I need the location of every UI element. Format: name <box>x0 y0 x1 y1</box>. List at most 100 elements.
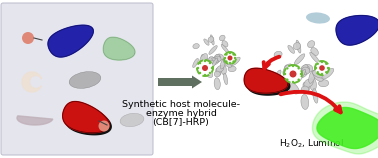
Circle shape <box>321 73 323 75</box>
Ellipse shape <box>301 67 309 78</box>
Circle shape <box>229 52 231 54</box>
Ellipse shape <box>320 63 325 69</box>
Ellipse shape <box>302 64 313 73</box>
Ellipse shape <box>309 70 316 83</box>
Polygon shape <box>17 116 53 125</box>
Polygon shape <box>65 103 111 135</box>
Ellipse shape <box>319 80 329 87</box>
Circle shape <box>325 71 327 73</box>
Ellipse shape <box>312 71 324 78</box>
Circle shape <box>300 73 302 75</box>
Ellipse shape <box>193 44 199 49</box>
Ellipse shape <box>222 41 228 47</box>
Circle shape <box>199 72 201 74</box>
Ellipse shape <box>231 57 240 66</box>
Ellipse shape <box>284 65 289 72</box>
Circle shape <box>321 61 323 63</box>
Circle shape <box>202 65 208 71</box>
Ellipse shape <box>209 57 214 61</box>
Ellipse shape <box>287 82 299 94</box>
Ellipse shape <box>287 72 294 84</box>
Circle shape <box>234 57 236 59</box>
Circle shape <box>224 57 226 59</box>
Ellipse shape <box>209 46 217 54</box>
Ellipse shape <box>204 39 209 45</box>
Ellipse shape <box>294 68 301 76</box>
Ellipse shape <box>301 86 309 93</box>
Circle shape <box>284 65 302 83</box>
Ellipse shape <box>283 64 293 76</box>
Ellipse shape <box>313 89 318 103</box>
Ellipse shape <box>304 79 313 87</box>
Circle shape <box>209 72 211 74</box>
Ellipse shape <box>228 66 236 72</box>
Ellipse shape <box>219 35 225 41</box>
Ellipse shape <box>193 58 198 67</box>
Ellipse shape <box>216 68 221 75</box>
Ellipse shape <box>313 70 324 81</box>
Ellipse shape <box>215 56 221 62</box>
Ellipse shape <box>336 24 352 33</box>
Ellipse shape <box>223 58 232 67</box>
Ellipse shape <box>221 64 226 75</box>
Polygon shape <box>246 70 290 95</box>
Ellipse shape <box>220 58 226 69</box>
Ellipse shape <box>295 68 305 76</box>
Ellipse shape <box>208 37 214 42</box>
Ellipse shape <box>301 94 309 109</box>
Circle shape <box>232 60 235 63</box>
Polygon shape <box>103 37 135 60</box>
Ellipse shape <box>302 67 310 74</box>
Ellipse shape <box>274 70 281 82</box>
Text: H$_2$O$_2$, Luminol: H$_2$O$_2$, Luminol <box>279 137 345 150</box>
Circle shape <box>319 65 325 71</box>
Ellipse shape <box>214 71 220 77</box>
Ellipse shape <box>297 69 305 82</box>
Circle shape <box>286 67 288 70</box>
Ellipse shape <box>201 54 205 60</box>
Circle shape <box>325 63 327 65</box>
Ellipse shape <box>120 113 144 127</box>
Ellipse shape <box>210 35 214 45</box>
Polygon shape <box>63 102 109 133</box>
Circle shape <box>327 67 329 69</box>
Ellipse shape <box>289 69 294 81</box>
Ellipse shape <box>322 68 334 79</box>
Ellipse shape <box>310 52 320 63</box>
Polygon shape <box>317 107 378 149</box>
Text: Synthetic host molecule-: Synthetic host molecule- <box>122 100 240 109</box>
Ellipse shape <box>294 68 300 73</box>
Ellipse shape <box>200 54 208 63</box>
Ellipse shape <box>274 51 282 58</box>
Ellipse shape <box>294 54 305 65</box>
Ellipse shape <box>223 59 232 65</box>
Ellipse shape <box>293 43 301 50</box>
Polygon shape <box>48 25 93 57</box>
Circle shape <box>229 62 231 64</box>
Text: enzyme hybrid: enzyme hybrid <box>146 109 217 118</box>
FancyArrow shape <box>158 76 202 88</box>
Ellipse shape <box>214 56 221 64</box>
Circle shape <box>232 53 235 56</box>
Circle shape <box>315 67 317 69</box>
Polygon shape <box>336 15 378 45</box>
Polygon shape <box>22 72 42 92</box>
Ellipse shape <box>311 48 318 56</box>
Circle shape <box>224 52 236 64</box>
Polygon shape <box>312 102 378 154</box>
Ellipse shape <box>69 72 101 88</box>
Ellipse shape <box>298 69 307 75</box>
Ellipse shape <box>223 73 228 85</box>
Ellipse shape <box>215 54 223 60</box>
Circle shape <box>197 60 213 76</box>
Ellipse shape <box>209 57 214 64</box>
Ellipse shape <box>210 57 218 64</box>
FancyBboxPatch shape <box>1 3 153 155</box>
Ellipse shape <box>310 78 316 91</box>
Circle shape <box>22 32 34 44</box>
Circle shape <box>99 121 110 131</box>
Circle shape <box>228 55 232 61</box>
Circle shape <box>297 79 300 81</box>
Circle shape <box>297 67 300 70</box>
Ellipse shape <box>229 53 233 58</box>
